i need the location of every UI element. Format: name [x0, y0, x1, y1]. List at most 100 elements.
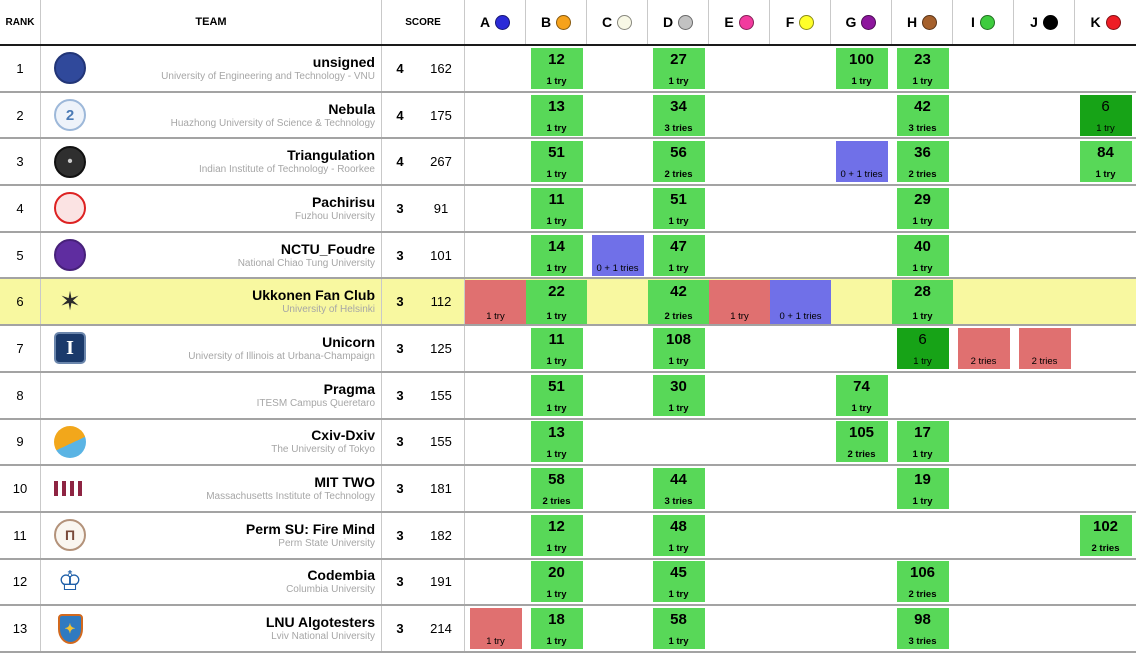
solve-time: 23 [914, 50, 931, 68]
team-name: LNU Algotesters [265, 614, 375, 631]
problem-header-G: G [831, 0, 892, 44]
penalty-time: 125 [430, 340, 452, 356]
rank-cell: 3 [0, 139, 41, 185]
problem-cell-J [1014, 233, 1075, 278]
team-row: 5 NCTU_Foudre National Chiao Tung Universi… [0, 232, 1136, 280]
result-solved: 17 1 try [896, 421, 949, 463]
tries-label: 1 try [668, 262, 689, 274]
problem-cell-D: 48 1 try [648, 513, 709, 558]
team-name: Perm SU: Fire Mind [245, 520, 375, 537]
problem-cell-G [831, 186, 892, 231]
solve-time: 44 [670, 471, 687, 489]
problem-cell-K [1075, 326, 1136, 371]
problem-cell-D [648, 420, 709, 465]
rank-cell: 5 [0, 232, 41, 278]
tries-label: 2 tries [1031, 355, 1058, 367]
balloon-icon [979, 14, 995, 30]
team-info: Perm SU: Fire Mind Perm State University [99, 521, 381, 550]
tries-label: 1 try [546, 215, 567, 227]
tries-label: 3 tries [908, 122, 937, 134]
tries-label: 0 + 1 tries [779, 310, 822, 322]
team-logo-wrap: ♔ [41, 566, 99, 598]
problem-cell-G [831, 93, 892, 138]
tries-label: 1 try [546, 402, 567, 414]
team-name: MIT TWO [314, 474, 375, 491]
problem-cell-D: 27 1 try [648, 46, 709, 91]
problem-cell-B: 11 1 try [526, 186, 587, 231]
team-logo-wrap [41, 52, 99, 85]
result-solved: 12 1 try [530, 47, 583, 89]
problem-letter: E [724, 14, 734, 30]
score-cell: 3 214 [382, 606, 465, 651]
team-logo [54, 481, 86, 497]
team-info: unsigned University of Engineering and Te… [99, 54, 381, 83]
problem-cell-J [1014, 560, 1075, 605]
rank-cell: 11 [0, 512, 41, 558]
team-cell: ✶ Ukkonen Fan Club University of Helsinki [41, 279, 382, 325]
solve-time: 51 [548, 377, 565, 395]
tries-label: 2 tries [970, 355, 997, 367]
team-info: Pachirisu Fuzhou University [99, 194, 381, 223]
team-name: Cxiv-Dxiv [311, 427, 375, 444]
team-logo: П [54, 519, 86, 552]
penalty-time: 162 [430, 60, 452, 76]
tries-label: 0 + 1 tries [596, 262, 639, 274]
result-solved: 47 1 try [652, 234, 705, 276]
tries-label: 1 try [668, 636, 689, 648]
team-name: Pachirisu [311, 193, 375, 210]
tries-label: 1 try [912, 496, 933, 508]
team-cell: Cxiv-Dxiv The University of Tokyo [41, 419, 382, 465]
problem-cell-G [831, 279, 892, 324]
problem-header-J: J [1014, 0, 1075, 44]
solve-time: 100 [848, 50, 875, 68]
problem-cell-K [1075, 373, 1136, 418]
result-solved: 56 2 tries [652, 141, 705, 183]
team-logo-wrap [41, 192, 99, 225]
team-info: Unicorn University of Illinois at Urbana-… [99, 334, 381, 363]
problem-cell-A [465, 420, 526, 465]
team-info: Triangulation Indian Institute of Technol… [99, 147, 381, 176]
team-cell: I Unicorn University of Illinois at Urbana… [41, 326, 382, 371]
result-solved: 20 1 try [530, 561, 583, 603]
problem-cell-E: 1 try [709, 279, 770, 324]
rank-cell: 12 [0, 559, 41, 605]
problem-cell-A [465, 326, 526, 371]
problem-cell-A [465, 93, 526, 138]
problem-cell-B: 12 1 try [526, 46, 587, 91]
tries-label: 1 try [546, 310, 567, 322]
team-row: 6 ✶ Ukkonen Fan Club University of Helsinki… [0, 279, 1136, 327]
result-solved: 106 2 tries [896, 561, 949, 603]
team-info: Codembia Columbia University [99, 567, 381, 596]
solve-time: 74 [853, 377, 870, 395]
problem-cell-G [831, 466, 892, 511]
rank-cell: 2 [0, 92, 41, 138]
result-solved: 51 1 try [652, 187, 705, 229]
solve-time: 36 [914, 144, 931, 162]
team-affiliation: Fuzhou University [294, 210, 375, 222]
solve-time: 18 [548, 611, 565, 629]
solve-time: 105 [848, 424, 875, 442]
solve-time: 30 [670, 377, 687, 395]
solve-time: 14 [548, 237, 565, 255]
problem-cell-K [1075, 606, 1136, 651]
penalty-time: 101 [430, 247, 452, 263]
problem-cell-F [770, 420, 831, 465]
result-solved: 98 3 tries [896, 608, 949, 650]
score-cell: 3 125 [382, 326, 465, 371]
tries-label: 2 tries [847, 449, 876, 461]
problem-cell-F [770, 233, 831, 278]
result-solved: 13 1 try [530, 421, 583, 463]
score-cell: 3 182 [382, 512, 465, 558]
solve-time: 11 [548, 190, 565, 208]
team-row: 10 MIT TWO Massachusetts Institute of Tech… [0, 466, 1136, 513]
problem-cell-I [953, 606, 1014, 651]
result-pending: 0 + 1 tries [835, 141, 888, 183]
score-column-header: SCORE [382, 0, 465, 44]
problem-cell-H: 98 3 tries [892, 606, 953, 651]
tries-label: 1 try [546, 169, 567, 181]
team-row: 13 ✦ LNU Algotesters Lviv National Universi… [0, 606, 1136, 653]
result-solved: 40 1 try [896, 234, 949, 276]
team-affiliation: Columbia University [286, 584, 375, 596]
problem-cell-J [1014, 139, 1075, 184]
tries-label: 3 tries [664, 122, 693, 134]
